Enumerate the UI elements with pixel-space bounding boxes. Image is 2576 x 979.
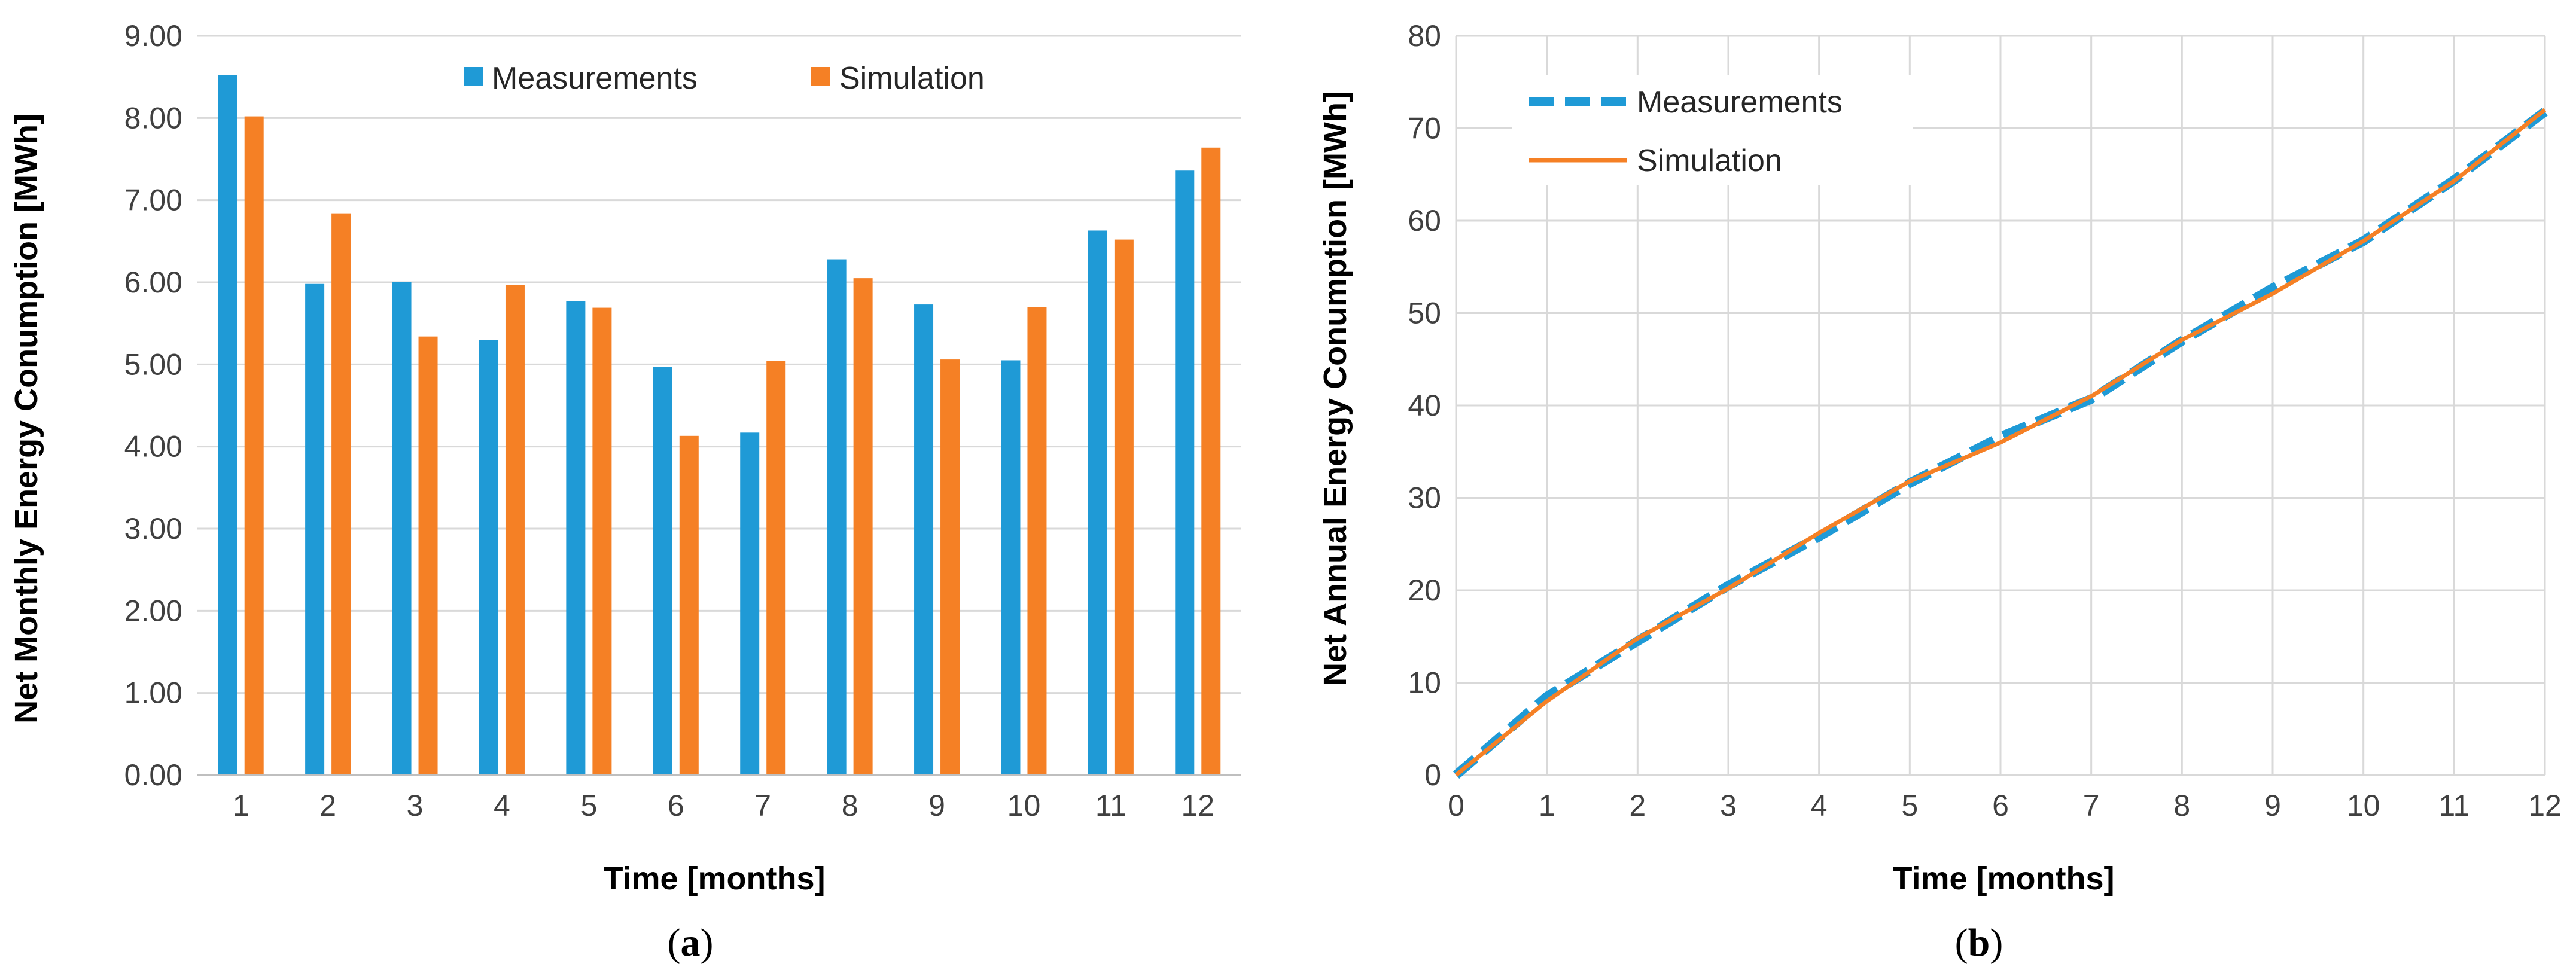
bar-simulation	[853, 278, 873, 776]
monthly-consumption-bar-chart: 0.00 1.00 2.00 3.00 4.00 5.00 6.00 7.00 8.00 9.00…	[8, 19, 1241, 965]
chart-b-y-tick-label: 40	[1408, 389, 1441, 422]
bar-simulation	[940, 359, 960, 775]
chart-b-y-tick-label: 70	[1408, 112, 1441, 145]
bar-simulation	[679, 435, 699, 775]
chart-b-y-tick-label: 0	[1424, 758, 1441, 792]
bar-simulation	[592, 307, 612, 775]
bar-measurements	[914, 304, 934, 776]
chart-b-lines	[1453, 108, 2548, 779]
legend-label-measurements: Measurements	[492, 61, 698, 96]
bar-measurements	[740, 432, 760, 775]
chart-a-legend: Measurements Simulation	[464, 61, 985, 96]
legend-label-simulation: Simulation	[839, 61, 985, 96]
chart-a-x-tick-label: 3	[407, 789, 424, 822]
chart-b-y-tick-labels: 0 10 20 30 40 50 60 70 80	[1408, 19, 1441, 792]
chart-b-x-tick-label: 0	[1448, 789, 1464, 822]
chart-b-y-tick-label: 60	[1408, 204, 1441, 237]
chart-a-y-tick-label: 0.00	[124, 758, 182, 792]
chart-a-x-tick-labels: 1 2 3 4 5 6 7 8 9 10 11 12	[233, 789, 1214, 822]
chart-a-x-tick-label: 6	[668, 789, 684, 822]
chart-a-x-tick-label: 8	[842, 789, 858, 822]
chart-a-y-tick-label: 9.00	[124, 19, 182, 53]
chart-b-x-tick-label: 12	[2528, 789, 2562, 822]
chart-b-y-tick-label: 50	[1408, 297, 1441, 330]
chart-b-x-tick-label: 8	[2173, 789, 2190, 822]
bar-measurements	[1001, 360, 1021, 775]
chart-a-y-tick-label: 8.00	[124, 101, 182, 135]
bar-measurements	[1088, 230, 1107, 776]
chart-b-y-tick-label: 80	[1408, 19, 1441, 53]
legend-swatch-measurements	[464, 67, 483, 86]
chart-b-x-tick-label: 9	[2264, 789, 2281, 822]
bar-measurements	[566, 301, 586, 775]
chart-b-y-tick-label: 20	[1408, 574, 1441, 607]
chart-a-x-tick-label: 12	[1181, 789, 1214, 822]
chart-a-x-tick-label: 5	[580, 789, 597, 822]
chart-a-y-tick-label: 1.00	[124, 676, 182, 710]
chart-b-x-tick-labels: 0 1 2 3 4 5 6 7 8 9 10 11 12	[1448, 789, 2562, 822]
chart-b-x-tick-label: 4	[1811, 789, 1828, 822]
series-line-simulation	[1454, 108, 2547, 777]
chart-a-y-tick-label: 5.00	[124, 347, 182, 381]
bar-simulation	[1114, 239, 1134, 775]
chart-b-y-axis-title: Net Annual Energy Conumption [MWh]	[1317, 92, 1353, 686]
chart-a-y-tick-labels: 0.00 1.00 2.00 3.00 4.00 5.00 6.00 7.00 8.00 9.00	[124, 19, 182, 792]
chart-a-y-tick-label: 2.00	[124, 594, 182, 627]
legend-label-simulation: Simulation	[1637, 144, 1782, 178]
chart-a-y-tick-label: 3.00	[124, 512, 182, 545]
chart-b-y-tick-label: 10	[1408, 666, 1441, 700]
chart-a-x-tick-label: 9	[928, 789, 945, 822]
bar-simulation	[418, 336, 438, 775]
bar-simulation	[1201, 147, 1221, 776]
chart-a-y-tick-label: 4.00	[124, 430, 182, 463]
chart-b-x-tick-label: 3	[1720, 789, 1737, 822]
chart-a-y-axis-title: Net Monthly Energy Conumption [MWh]	[8, 114, 44, 724]
chart-b-legend: Measurements Simulation	[1512, 75, 1913, 185]
chart-a-gridlines	[197, 35, 1241, 694]
chart-b-x-axis-title: Time [months]	[1892, 861, 2114, 896]
chart-a-x-tick-label: 7	[754, 789, 771, 822]
chart-a-x-tick-label: 10	[1007, 789, 1041, 822]
chart-a-y-tick-label: 7.00	[124, 184, 182, 217]
bar-simulation	[331, 213, 351, 775]
bar-measurements	[479, 340, 498, 775]
chart-b-x-tick-label: 1	[1539, 789, 1555, 822]
chart-a-x-tick-label: 11	[1095, 789, 1126, 822]
chart-a-x-tick-label: 1	[233, 789, 249, 822]
chart-b-x-tick-label: 10	[2347, 789, 2380, 822]
bar-measurements	[218, 75, 237, 775]
legend-label-measurements: Measurements	[1637, 85, 1843, 120]
panel-label-b: (b)	[1955, 921, 2003, 965]
chart-b-x-tick-label: 11	[2438, 789, 2470, 822]
chart-a-x-tick-label: 4	[494, 789, 510, 822]
panel-label-a: (a)	[668, 921, 714, 965]
chart-a-bars	[218, 75, 1221, 776]
chart-a-x-axis-title: Time [months]	[603, 861, 825, 896]
chart-b-gridlines	[1455, 35, 2546, 776]
chart-b-y-tick-label: 30	[1408, 481, 1441, 515]
chart-b-x-tick-label: 5	[1901, 789, 1918, 822]
chart-b-x-tick-label: 2	[1629, 789, 1646, 822]
legend-background	[1512, 75, 1913, 185]
bar-simulation	[1027, 307, 1047, 775]
legend-swatch-simulation	[811, 67, 830, 86]
bar-measurements	[827, 259, 847, 776]
chart-a-y-tick-label: 6.00	[124, 266, 182, 299]
bar-measurements	[305, 283, 325, 775]
chart-b-x-tick-label: 6	[1992, 789, 2009, 822]
bar-measurements	[1175, 170, 1195, 775]
chart-a-x-tick-label: 2	[319, 789, 336, 822]
bar-simulation	[505, 285, 525, 775]
chart-b-x-tick-label: 7	[2083, 789, 2100, 822]
bar-simulation	[244, 116, 264, 775]
bar-measurements	[392, 282, 412, 775]
bar-simulation	[766, 361, 786, 775]
bar-measurements	[653, 367, 672, 775]
